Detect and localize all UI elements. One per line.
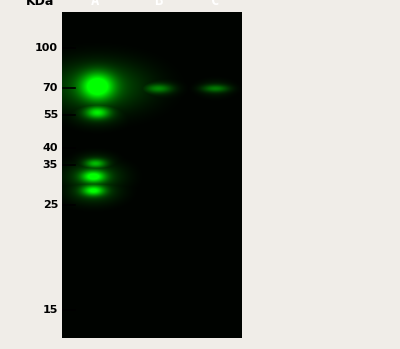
Text: 35: 35	[43, 160, 58, 170]
Text: 40: 40	[42, 143, 58, 153]
Text: A: A	[91, 0, 99, 8]
Text: B: B	[154, 0, 162, 8]
Text: 25: 25	[43, 200, 58, 210]
Text: C: C	[211, 0, 219, 8]
Text: 100: 100	[35, 43, 58, 53]
Text: KDa: KDa	[26, 0, 54, 8]
Text: 70: 70	[43, 83, 58, 93]
Text: 15: 15	[43, 305, 58, 315]
Text: 55: 55	[43, 110, 58, 120]
